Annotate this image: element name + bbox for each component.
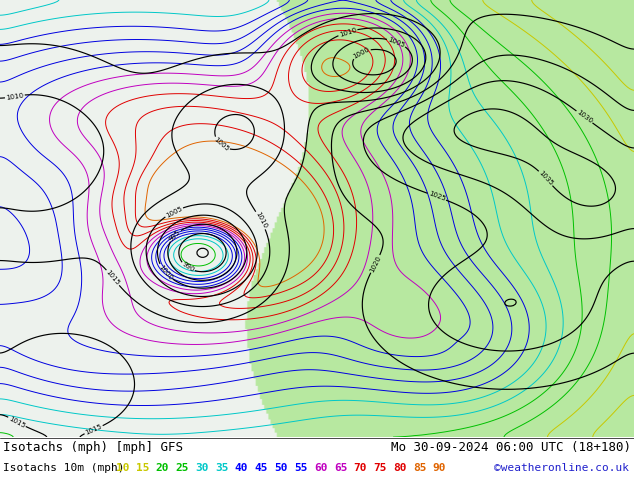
Text: 15: 15 xyxy=(136,463,149,473)
Text: 1020: 1020 xyxy=(368,254,382,273)
Text: 1035: 1035 xyxy=(538,170,554,187)
Text: 25: 25 xyxy=(176,463,189,473)
Text: 80: 80 xyxy=(393,463,406,473)
Text: 1010: 1010 xyxy=(339,26,357,38)
Text: 70: 70 xyxy=(354,463,367,473)
Text: 75: 75 xyxy=(373,463,387,473)
Text: 35: 35 xyxy=(215,463,228,473)
Text: 30: 30 xyxy=(195,463,209,473)
Text: 1010: 1010 xyxy=(6,92,24,100)
Text: 1005: 1005 xyxy=(212,137,230,153)
Text: 1000: 1000 xyxy=(157,264,174,281)
Text: Isotachs (mph) [mph] GFS: Isotachs (mph) [mph] GFS xyxy=(3,441,183,454)
Text: Mo 30-09-2024 06:00 UTC (18+180): Mo 30-09-2024 06:00 UTC (18+180) xyxy=(391,441,631,454)
Text: 995: 995 xyxy=(168,228,182,242)
Text: 1015: 1015 xyxy=(105,269,121,287)
Text: 85: 85 xyxy=(413,463,427,473)
Text: 10: 10 xyxy=(116,463,129,473)
Text: ©weatheronline.co.uk: ©weatheronline.co.uk xyxy=(494,463,629,473)
Text: 1030: 1030 xyxy=(576,109,593,125)
Text: 1000: 1000 xyxy=(352,46,370,59)
Text: 1005: 1005 xyxy=(387,36,406,48)
Text: 1005: 1005 xyxy=(165,205,183,219)
Text: 60: 60 xyxy=(314,463,328,473)
Text: 1010: 1010 xyxy=(254,211,268,230)
Text: 45: 45 xyxy=(255,463,268,473)
Text: 1015: 1015 xyxy=(8,415,26,429)
Text: 90: 90 xyxy=(433,463,446,473)
Text: 65: 65 xyxy=(333,463,347,473)
Text: 1015: 1015 xyxy=(84,423,103,436)
Text: 55: 55 xyxy=(294,463,307,473)
Text: 50: 50 xyxy=(275,463,288,473)
Text: Isotachs 10m (mph): Isotachs 10m (mph) xyxy=(3,463,124,473)
Text: 990: 990 xyxy=(181,261,195,274)
Text: 20: 20 xyxy=(155,463,169,473)
Text: 40: 40 xyxy=(235,463,249,473)
Text: 1025: 1025 xyxy=(427,191,446,202)
